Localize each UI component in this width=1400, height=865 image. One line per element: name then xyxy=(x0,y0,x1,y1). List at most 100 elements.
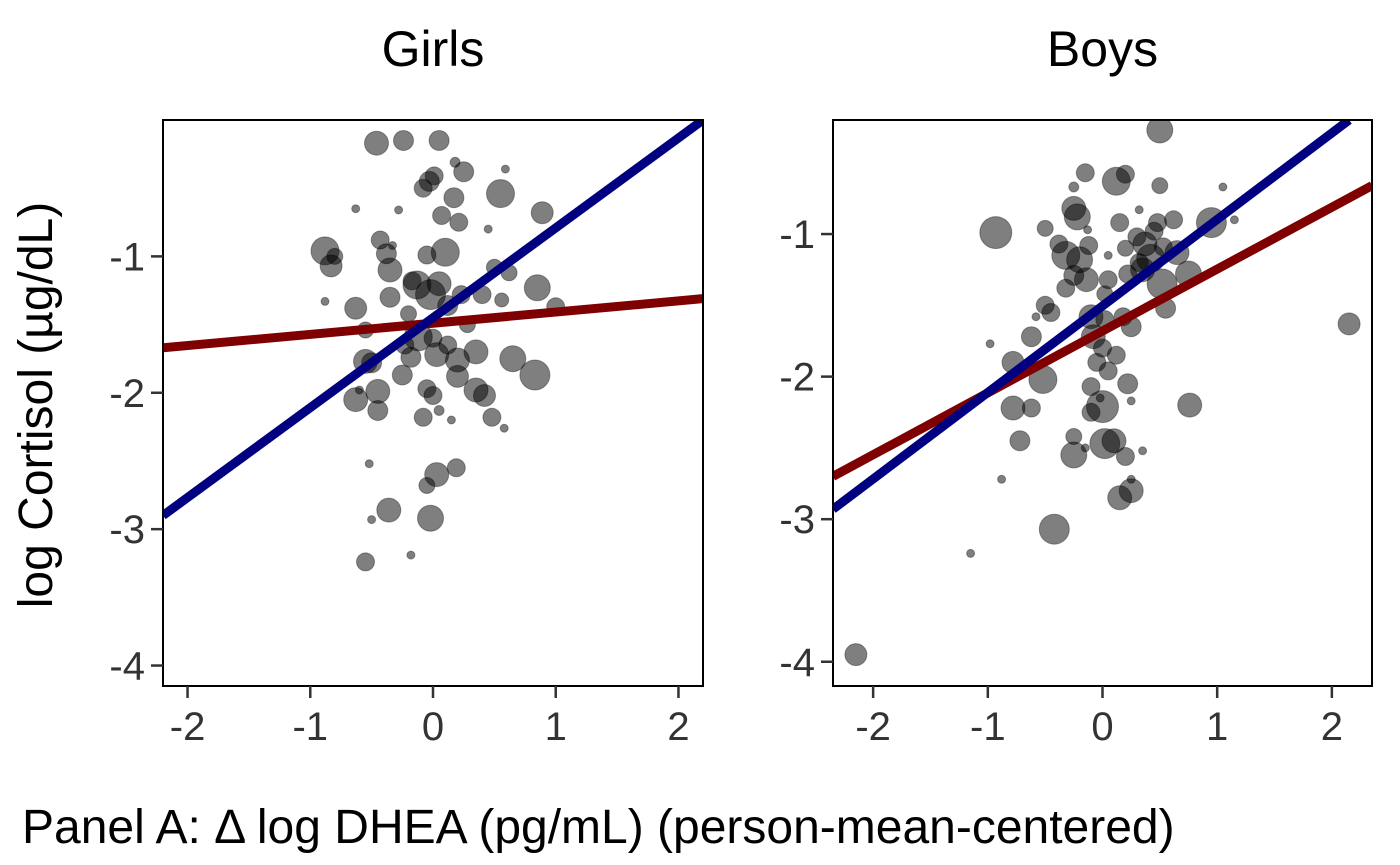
data-point-girls-63 xyxy=(446,415,456,425)
data-point-boys-21 xyxy=(1079,236,1099,255)
data-point-boys-81 xyxy=(1129,253,1149,273)
data-point-boys-5 xyxy=(1151,177,1169,195)
panel-girls: Girls -2 -1 0 1 2 -1 -2 -3 -4 xyxy=(109,21,704,749)
data-point-girls-76 xyxy=(406,550,416,560)
data-point-boys-4 xyxy=(1115,164,1135,184)
data-point-girls-16 xyxy=(530,201,554,225)
data-point-girls-37 xyxy=(494,292,510,308)
data-point-boys-51 xyxy=(985,339,995,349)
y-axis-title: log Cortisol (µg/dL) xyxy=(10,202,63,608)
data-point-girls-14 xyxy=(449,212,469,232)
data-point-boys-69 xyxy=(1101,428,1127,454)
fit-line-blue-girls xyxy=(163,120,703,520)
panels: Girls -2 -1 0 1 2 -1 -2 -3 -4 Boys -2 -1 0 1 2 -1 -2 -3 -4 xyxy=(109,21,1373,749)
y-tick-label-boys-2: -3 xyxy=(779,498,815,542)
y-tick-label-girls-0: -1 xyxy=(109,235,145,279)
data-point-boys-9 xyxy=(1134,205,1144,215)
data-point-girls-8 xyxy=(413,178,433,198)
data-point-boys-65 xyxy=(1009,430,1031,452)
y-tick-label-girls-1: -2 xyxy=(109,372,145,416)
y-tick-label-girls-3: -4 xyxy=(109,645,145,689)
data-point-girls-15 xyxy=(483,224,493,234)
data-point-boys-10 xyxy=(1110,213,1130,233)
y-tick-label-boys-0: -1 xyxy=(779,213,815,257)
data-point-boys-16 xyxy=(1036,219,1054,237)
data-point-girls-13 xyxy=(432,206,452,225)
x-tick-label-boys-1: -1 xyxy=(970,705,1006,749)
data-point-boys-64 xyxy=(1177,392,1203,418)
data-point-boys-2 xyxy=(1068,181,1080,193)
data-point-girls-6 xyxy=(449,156,461,168)
data-point-girls-70 xyxy=(446,458,466,478)
data-point-boys-73 xyxy=(997,474,1007,484)
data-point-girls-28 xyxy=(430,237,460,267)
data-point-girls-56 xyxy=(365,378,391,404)
data-point-boys-22 xyxy=(1103,250,1113,260)
data-point-boys-0 xyxy=(1146,120,1174,144)
data-point-girls-0 xyxy=(364,130,389,156)
data-point-girls-7 xyxy=(500,164,510,174)
data-point-girls-10 xyxy=(486,179,515,209)
x-tick-label-boys-2: 0 xyxy=(1091,705,1113,749)
data-point-girls-75 xyxy=(356,552,375,572)
data-point-girls-78 xyxy=(326,247,344,265)
x-tick-label-girls-0: -2 xyxy=(170,705,206,749)
data-point-boys-41 xyxy=(1031,312,1041,322)
data-point-boys-27 xyxy=(1144,221,1164,241)
x-tick-label-girls-4: 2 xyxy=(667,705,689,749)
data-point-girls-59 xyxy=(391,364,413,386)
data-point-girls-4 xyxy=(424,166,444,186)
data-point-girls-67 xyxy=(499,423,509,433)
data-point-boys-71 xyxy=(1060,441,1088,469)
panel-boys: Boys -2 -1 0 1 2 -1 -2 -3 -4 xyxy=(779,21,1373,749)
data-point-boys-17 xyxy=(1083,225,1093,235)
x-tick-label-boys-4: 2 xyxy=(1321,705,1343,749)
data-point-girls-1 xyxy=(393,130,414,151)
panel-title-boys: Boys xyxy=(1047,21,1158,77)
data-point-boys-37 xyxy=(1056,278,1076,298)
plot-area-girls xyxy=(163,120,703,572)
x-axis-title: Panel A: Δ log DHEA (pg/mL) (person-mean… xyxy=(22,801,1175,854)
x-tick-label-girls-3: 1 xyxy=(545,705,567,749)
panel-title-girls: Girls xyxy=(382,21,485,77)
data-point-girls-68 xyxy=(364,459,374,469)
plot-area-boys xyxy=(833,120,1372,667)
data-point-boys-1 xyxy=(1075,163,1095,183)
data-point-girls-58 xyxy=(354,385,364,395)
data-point-girls-54 xyxy=(519,359,551,391)
data-point-boys-60 xyxy=(1000,395,1026,421)
data-point-girls-2 xyxy=(428,130,450,151)
data-point-boys-72 xyxy=(1138,446,1148,456)
data-point-boys-80 xyxy=(844,643,868,667)
data-point-girls-38 xyxy=(523,274,551,302)
data-point-girls-62 xyxy=(433,405,445,416)
data-point-girls-71 xyxy=(418,477,436,494)
data-point-girls-57 xyxy=(367,400,389,421)
data-point-girls-55 xyxy=(343,387,369,413)
y-tick-label-boys-1: -2 xyxy=(779,356,815,400)
data-point-girls-50 xyxy=(463,339,489,365)
data-point-girls-22 xyxy=(377,257,403,283)
data-point-girls-74 xyxy=(417,504,444,532)
fit-line-red-boys xyxy=(833,181,1372,481)
data-point-girls-53 xyxy=(499,345,527,373)
data-point-girls-65 xyxy=(473,384,496,407)
data-point-boys-61 xyxy=(1021,398,1041,418)
data-point-girls-21 xyxy=(388,241,397,250)
x-tick-label-boys-0: -2 xyxy=(855,705,891,749)
data-point-girls-31 xyxy=(400,305,417,323)
data-point-girls-73 xyxy=(367,515,377,525)
data-point-girls-61 xyxy=(423,386,443,405)
data-point-boys-14 xyxy=(1229,215,1239,225)
data-point-boys-76 xyxy=(1126,474,1136,484)
data-point-boys-56 xyxy=(1117,373,1139,395)
data-point-boys-50 xyxy=(1106,345,1126,365)
data-point-girls-66 xyxy=(482,407,502,427)
data-point-boys-63 xyxy=(1086,390,1119,424)
data-point-boys-70 xyxy=(1115,447,1135,466)
data-point-girls-12 xyxy=(394,205,404,215)
data-point-girls-23 xyxy=(344,296,368,320)
data-point-girls-11 xyxy=(351,204,361,214)
x-tick-label-boys-3: 1 xyxy=(1206,705,1228,749)
